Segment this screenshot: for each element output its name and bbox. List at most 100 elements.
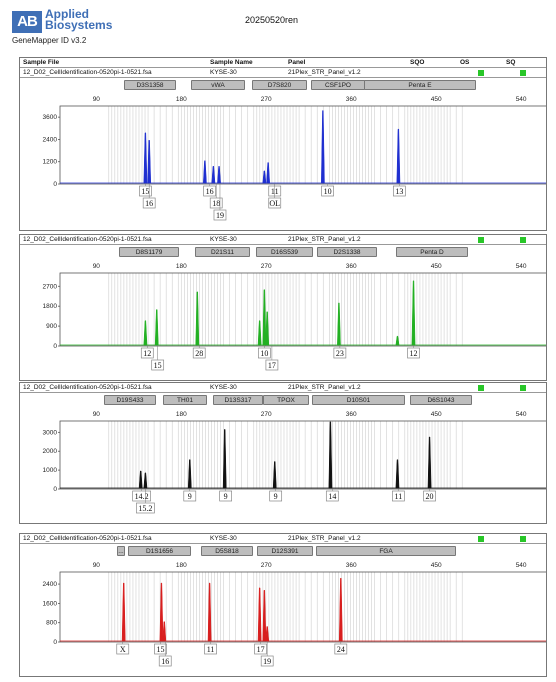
logo-mark: AB bbox=[12, 11, 42, 33]
allele-call: 17 bbox=[265, 346, 279, 371]
peak bbox=[211, 166, 216, 184]
marker-label[interactable]: D3S1358 bbox=[124, 80, 176, 90]
allele-label: 9 bbox=[274, 492, 278, 501]
sample-info-row: 12_D02_CellIdentification-0520pi-1-0521.… bbox=[20, 383, 546, 393]
os-status-indicator bbox=[478, 237, 484, 243]
sample-name: KYSE-30 bbox=[210, 69, 237, 76]
allele-call: 9 bbox=[269, 489, 283, 502]
y-tick-label: 3000 bbox=[43, 429, 58, 436]
os-status-indicator bbox=[478, 536, 484, 542]
allele-label: 11 bbox=[207, 645, 215, 654]
y-tick-label: 900 bbox=[46, 323, 57, 330]
peak bbox=[138, 470, 143, 489]
allele-label: 19 bbox=[263, 657, 271, 666]
allele-label: 14.2 bbox=[135, 492, 149, 501]
marker-label[interactable]: ... bbox=[117, 546, 125, 556]
column-header-row: Sample File Sample Name Panel SQO OS SQ bbox=[20, 58, 546, 68]
allele-label: 24 bbox=[337, 645, 345, 654]
allele-label: 15 bbox=[141, 187, 149, 196]
y-tick-label: 1800 bbox=[43, 303, 58, 310]
marker-label[interactable]: D21S11 bbox=[195, 247, 250, 257]
allele-call: 10 bbox=[321, 184, 334, 197]
peak bbox=[266, 162, 270, 184]
marker-label[interactable]: Penta E bbox=[364, 80, 476, 90]
sample-panel: 12_D02_CellIdentification-0520pi-1-0521.… bbox=[19, 533, 547, 677]
y-tick-label: 1000 bbox=[43, 467, 58, 474]
sq-status-indicator bbox=[520, 237, 526, 243]
allele-label: 12 bbox=[410, 349, 418, 358]
allele-call: 28 bbox=[192, 346, 206, 359]
allele-call: 14.2 bbox=[132, 489, 151, 502]
marker-bar: ... D1S1656 D5S818 D12S391 FGA bbox=[20, 546, 546, 558]
logo-line2: Biosystems bbox=[45, 18, 113, 32]
marker-label[interactable]: TH01 bbox=[163, 395, 207, 405]
peak bbox=[159, 582, 164, 642]
header-panel: Panel bbox=[288, 59, 306, 66]
sample-file: 12_D02_CellIdentification-0520pi-1-0521.… bbox=[23, 535, 152, 542]
allele-label: 16 bbox=[145, 199, 153, 208]
peak bbox=[147, 140, 152, 184]
x-tick-label: 270 bbox=[261, 562, 272, 569]
peak bbox=[337, 302, 341, 346]
x-tick-label: 540 bbox=[516, 411, 527, 418]
peak bbox=[396, 128, 401, 184]
marker-label[interactable]: Penta D bbox=[396, 247, 468, 257]
header-sq: SQ bbox=[506, 59, 516, 66]
sq-status-indicator bbox=[520, 385, 526, 391]
marker-label[interactable]: FGA bbox=[316, 546, 456, 556]
electropherogram: 90 180 270 360 450 540 3600 2400 1200 0 15 16 16 18 19… bbox=[43, 96, 546, 221]
panel-name: 21Plex_STR_Panel_v1.2 bbox=[288, 384, 361, 391]
marker-label[interactable]: D6S1043 bbox=[410, 395, 472, 405]
peak bbox=[262, 289, 267, 346]
marker-label[interactable]: D12S391 bbox=[257, 546, 313, 556]
allele-call: 13 bbox=[392, 184, 406, 197]
marker-label[interactable]: D13S317 bbox=[213, 395, 263, 405]
peak bbox=[395, 459, 400, 489]
logo-wordmark: Applied Biosystems bbox=[45, 8, 113, 32]
allele-label: 15 bbox=[154, 361, 162, 370]
plot-frame bbox=[59, 420, 546, 490]
x-tick-label: 270 bbox=[261, 96, 272, 103]
allele-label: 13 bbox=[395, 187, 403, 196]
marker-label[interactable]: TPOX bbox=[263, 395, 309, 405]
marker-label[interactable]: D19S433 bbox=[104, 395, 156, 405]
marker-label[interactable]: CSF1PO bbox=[311, 80, 365, 90]
header-sample_file: Sample File bbox=[23, 59, 60, 66]
y-tick-label: 2400 bbox=[43, 136, 58, 143]
panel-name: 21Plex_STR_Panel_v1.2 bbox=[288, 535, 361, 542]
sample-info-row: 12_D02_CellIdentification-0520pi-1-0521.… bbox=[20, 235, 546, 245]
peak bbox=[162, 621, 167, 642]
marker-bar: D8S1179 D21S11 D16S539 D2S1338 Penta D bbox=[20, 247, 546, 259]
panel-name: 21Plex_STR_Panel_v1.2 bbox=[288, 236, 361, 243]
electropherogram: 90 180 270 360 450 540 2400 1600 800 0 X 15 16 11 17 19… bbox=[43, 562, 546, 667]
allele-call: 19 bbox=[260, 642, 274, 667]
marker-label[interactable]: vWA bbox=[191, 80, 245, 90]
x-tick-label: 540 bbox=[516, 263, 527, 270]
y-tick-label: 800 bbox=[46, 620, 57, 627]
marker-label[interactable]: D16S539 bbox=[256, 247, 313, 257]
marker-label[interactable]: D2S1338 bbox=[317, 247, 377, 257]
x-tick-label: 360 bbox=[346, 562, 357, 569]
marker-label[interactable]: D8S1179 bbox=[119, 247, 179, 257]
x-tick-label: 450 bbox=[431, 411, 442, 418]
allele-call: 16 bbox=[142, 184, 156, 209]
applied-biosystems-logo: AB Applied Biosystems GeneMapper ID v3.2 bbox=[12, 8, 132, 47]
sample-panel: 12_D02_CellIdentification-0520pi-1-0521.… bbox=[19, 234, 547, 381]
marker-label[interactable]: D5S818 bbox=[201, 546, 253, 556]
allele-label: 18 bbox=[212, 199, 220, 208]
allele-label: 17 bbox=[268, 361, 276, 370]
marker-label[interactable]: D7S820 bbox=[252, 80, 307, 90]
allele-call: 16 bbox=[158, 642, 172, 667]
allele-bins bbox=[108, 106, 463, 184]
allele-label: 11 bbox=[395, 492, 403, 501]
allele-call: X bbox=[116, 642, 130, 655]
x-tick-label: 540 bbox=[516, 96, 527, 103]
os-status-indicator bbox=[478, 70, 484, 76]
plot-frame bbox=[59, 272, 546, 347]
x-tick-label: 90 bbox=[93, 263, 101, 270]
y-tick-label: 0 bbox=[53, 181, 57, 188]
allele-call: 16 bbox=[203, 184, 216, 197]
marker-label[interactable]: D1S1656 bbox=[128, 546, 191, 556]
marker-label[interactable]: D10S01 bbox=[312, 395, 405, 405]
peak bbox=[427, 436, 432, 489]
